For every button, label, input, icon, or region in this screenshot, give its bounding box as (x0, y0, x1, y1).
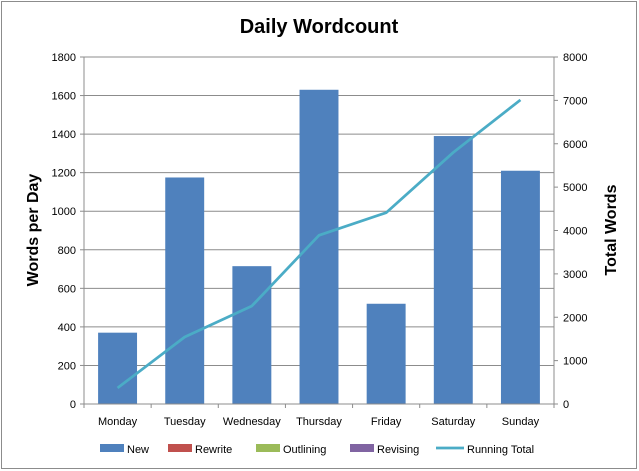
y-tick-label: 1600 (52, 91, 76, 103)
x-tick-label: Tuesday (164, 416, 206, 428)
y-tick-label: 1000 (52, 206, 76, 218)
y2-tick-label: 6000 (563, 139, 587, 151)
legend-label: Rewrite (195, 444, 232, 456)
y2-tick-label: 8000 (563, 52, 587, 64)
y-tick-label: 800 (58, 245, 76, 257)
y2-axis-title: Total Words (603, 184, 620, 275)
bar-new (366, 303, 406, 404)
line-running-total (116, 98, 522, 390)
x-tick-label: Wednesday (223, 416, 281, 428)
line-series (116, 98, 522, 390)
legend-swatch (168, 444, 192, 452)
y2-tick-label: 1000 (563, 356, 587, 368)
y-tick-label: 0 (70, 399, 76, 411)
legend-label: Running Total (467, 444, 534, 456)
x-tick-label: Friday (371, 416, 402, 428)
y-tick-label: 1400 (52, 129, 76, 141)
x-tick-label: Thursday (296, 416, 342, 428)
bar-new (299, 89, 339, 405)
tick-labels: 0 200 400 600 800 1000 1200 1400 1600 1800 0 1000 20… (52, 52, 588, 428)
y2-tick-label: 4000 (563, 226, 587, 238)
y-tick-label: 600 (58, 283, 76, 295)
chart-title: Daily Wordcount (240, 16, 399, 38)
legend-swatch (100, 444, 124, 452)
legend-label: New (127, 444, 149, 456)
bar-new (232, 266, 272, 404)
legend-swatch (256, 444, 280, 452)
y-axis-title: Words per Day (25, 174, 42, 287)
bar-new (433, 136, 473, 405)
bar-series (98, 89, 540, 405)
x-tick-label: Saturday (431, 416, 476, 428)
legend-swatch (350, 444, 374, 452)
x-tick-label: Sunday (502, 416, 540, 428)
bar-new (500, 170, 540, 404)
y2-tick-label: 3000 (563, 269, 587, 281)
bar-new (165, 177, 205, 404)
y2-tick-label: 0 (563, 399, 569, 411)
y-tick-label: 1200 (52, 168, 76, 180)
y2-tick-label: 5000 (563, 182, 587, 194)
legend-label: Revising (377, 444, 419, 456)
legend: New Rewrite Outlining Revising Running Total (100, 444, 534, 456)
legend-label: Outlining (283, 444, 326, 456)
y2-tick-label: 7000 (563, 95, 587, 107)
y2-tick-label: 2000 (563, 312, 587, 324)
y-tick-label: 1800 (52, 52, 76, 64)
bar-new (98, 332, 138, 404)
y-tick-label: 200 (58, 360, 76, 372)
y-tick-label: 400 (58, 322, 76, 334)
axes (80, 56, 558, 408)
x-tick-label: Monday (98, 416, 138, 428)
